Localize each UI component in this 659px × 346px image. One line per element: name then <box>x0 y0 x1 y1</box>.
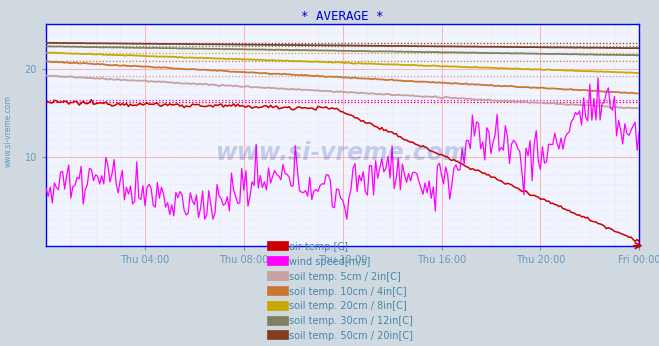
Legend: air temp.[C], wind speed[m/s], soil temp. 5cm / 2in[C], soil temp. 10cm / 4in[C]: air temp.[C], wind speed[m/s], soil temp… <box>272 242 413 341</box>
Text: www.si-vreme.com: www.si-vreme.com <box>3 95 13 167</box>
Title: * AVERAGE *: * AVERAGE * <box>301 10 384 23</box>
Text: www.si-vreme.com: www.si-vreme.com <box>216 141 469 165</box>
